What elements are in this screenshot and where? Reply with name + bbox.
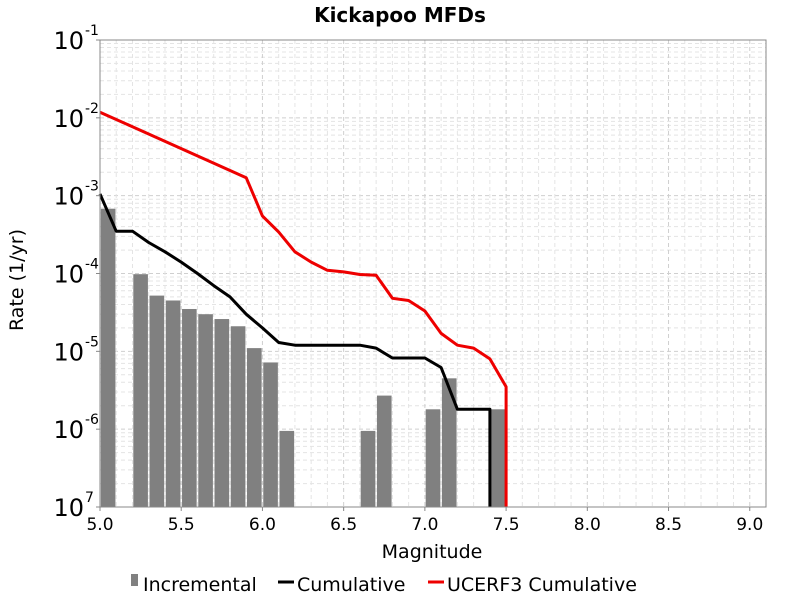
x-tick-label: 7.0 bbox=[411, 515, 438, 535]
y-tick-label-base: 10 bbox=[53, 27, 84, 55]
x-tick-label: 6.0 bbox=[249, 515, 276, 535]
incremental-bars bbox=[100, 208, 506, 507]
chart-title: Kickapoo MFDs bbox=[314, 3, 486, 27]
cumulative-line bbox=[98, 193, 492, 507]
y-tick-label-exponent: -2 bbox=[85, 101, 99, 117]
y-tick-label-base: 10 bbox=[53, 261, 84, 289]
ucerf3-cumulative-line bbox=[99, 110, 508, 507]
y-axis-label: Rate (1/yr) bbox=[6, 229, 28, 331]
incremental-bar bbox=[214, 319, 230, 507]
y-axis-ticks: 10 -110 -210 -310 -410 -510 -610 7 bbox=[53, 23, 100, 522]
x-tick-label: 6.5 bbox=[330, 515, 357, 535]
y-tick-label-exponent: -6 bbox=[85, 412, 99, 428]
legend-swatch-incremental bbox=[131, 574, 138, 586]
x-tick-label: 8.5 bbox=[655, 515, 682, 535]
grid bbox=[99, 40, 767, 508]
y-tick-label-exponent: -5 bbox=[85, 334, 99, 350]
y-tick-label-base: 10 bbox=[53, 105, 84, 133]
y-tick-label-base: 10 bbox=[53, 494, 84, 522]
incremental-bar bbox=[279, 430, 295, 507]
cumulative-lines bbox=[98, 110, 508, 507]
x-tick-label: 9.0 bbox=[736, 515, 763, 535]
x-tick-label: 7.5 bbox=[493, 515, 520, 535]
incremental-bar bbox=[490, 409, 506, 507]
legend-label-ucerf3-cumulative: UCERF3 Cumulative bbox=[447, 574, 637, 596]
y-tick-label-exponent: 7 bbox=[85, 490, 94, 506]
y-tick-label-exponent: -4 bbox=[85, 257, 99, 273]
legend: Incremental Cumulative UCERF3 Cumulative bbox=[131, 574, 637, 596]
y-tick-label-exponent: -1 bbox=[85, 23, 99, 39]
incremental-bar bbox=[230, 326, 246, 507]
y-tick-label-base: 10 bbox=[53, 183, 84, 211]
x-tick-label: 5.5 bbox=[168, 515, 195, 535]
incremental-bar bbox=[360, 430, 376, 507]
incremental-bar bbox=[198, 314, 213, 507]
legend-label-incremental: Incremental bbox=[143, 574, 257, 596]
incremental-bar bbox=[425, 409, 441, 507]
x-axis-label: Magnitude bbox=[382, 541, 483, 563]
y-tick-label-base: 10 bbox=[53, 338, 84, 366]
incremental-bar bbox=[182, 308, 197, 507]
x-tick-label: 8.0 bbox=[574, 515, 601, 535]
incremental-bar bbox=[263, 362, 278, 507]
y-tick-label-base: 10 bbox=[53, 416, 84, 444]
incremental-bar bbox=[133, 274, 148, 507]
incremental-bar bbox=[149, 295, 165, 507]
y-tick-label-exponent: -3 bbox=[85, 179, 99, 195]
incremental-bar bbox=[376, 395, 392, 507]
x-tick-label: 5.0 bbox=[86, 515, 113, 535]
incremental-bar bbox=[165, 300, 181, 507]
incremental-bar bbox=[247, 348, 262, 507]
incremental-bar bbox=[441, 378, 457, 507]
incremental-bar bbox=[100, 208, 116, 507]
x-axis-ticks: 5.0 5.5 6.0 6.5 7.0 7.5 8.0 8.5 9.0 bbox=[86, 507, 763, 535]
legend-label-cumulative: Cumulative bbox=[297, 574, 405, 596]
